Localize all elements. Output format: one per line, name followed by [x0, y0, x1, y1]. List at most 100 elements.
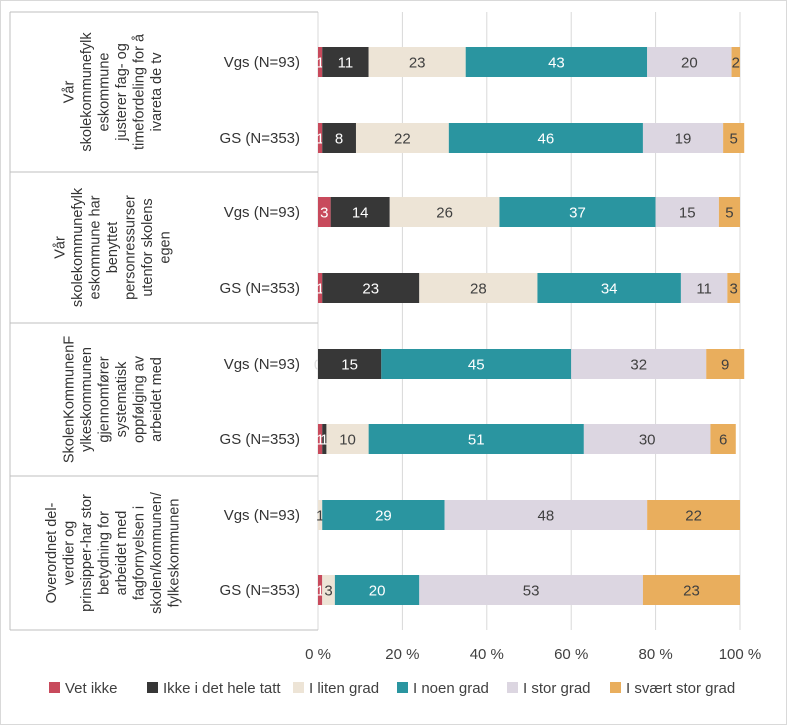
category-labels: Vår skolekommunefylk eskommune justerer fag…: [9, 11, 318, 631]
data-label: 22: [394, 131, 411, 148]
group-label-line: Overordnet del-: [44, 502, 60, 603]
legend-label: I svært stor grad: [626, 680, 735, 697]
bar-segment: [583, 424, 711, 454]
data-label: 11: [338, 55, 354, 72]
bar-segment: [642, 123, 724, 153]
data-label: 53: [523, 583, 540, 600]
bar-segment: [322, 47, 369, 77]
group-label-line: eskommune: [96, 53, 112, 132]
data-label: 23: [683, 583, 700, 600]
bar-segment: [322, 575, 335, 605]
group-label-line: benyttet: [105, 222, 121, 274]
data-label: 5: [729, 131, 737, 148]
data-label: 15: [341, 357, 358, 374]
bar-segment: [318, 424, 323, 454]
legend-swatch: [293, 682, 304, 693]
data-label: 1: [316, 131, 324, 148]
data-label: 46: [538, 131, 555, 148]
data-label: 29: [375, 508, 392, 525]
x-tick-label: 100 %: [719, 646, 762, 663]
data-label: 1: [316, 281, 324, 298]
legend-label: I liten grad: [309, 680, 379, 697]
bar-segment: [381, 349, 572, 379]
bar-segment: [419, 575, 643, 605]
bar-segment: [706, 349, 745, 379]
row-label: Vgs (N=93): [224, 204, 300, 221]
bar-segment: [647, 47, 732, 77]
legend-swatch: [147, 682, 158, 693]
legend-swatch: [507, 682, 518, 693]
data-label: 8: [335, 131, 343, 148]
group-label-line: skolekommunefylk: [79, 32, 95, 152]
bar-segment: [655, 197, 719, 227]
bar-segment: [322, 500, 445, 530]
group-label-line: Vår: [61, 81, 77, 104]
legend: Vet ikke Ikke i det hele tatt I liten grad…: [49, 680, 735, 697]
data-label: 48: [538, 508, 555, 525]
legend-label: I stor grad: [523, 680, 591, 697]
bar-segment: [318, 575, 323, 605]
group-label-line: eskommune har: [88, 195, 104, 299]
bars: 1112343202182246195314263715512328341130…: [314, 47, 745, 605]
group-label-line: fagfornyelsen i: [131, 506, 147, 600]
bar-segment: [419, 273, 538, 303]
group-label-line: verdier og: [61, 521, 77, 585]
group-label-line: fylkeskommunen: [166, 499, 182, 608]
row-label: GS (N=353): [220, 280, 300, 297]
bar-segment: [723, 123, 745, 153]
data-label: 3: [324, 583, 332, 600]
data-label: 20: [369, 583, 386, 600]
data-label: 3: [729, 281, 737, 298]
bar-segment: [318, 123, 323, 153]
bar-segment: [718, 197, 740, 227]
bar-segment: [368, 47, 466, 77]
group-label-line: prinsipper-har stor: [79, 494, 95, 612]
row-label: Vgs (N=93): [224, 507, 300, 524]
data-label: 14: [352, 205, 369, 222]
group-label-line: betydning for: [96, 511, 112, 595]
group-label-line: skolekommunefylk: [70, 187, 86, 307]
row-label: GS (N=353): [220, 431, 300, 448]
data-label: 15: [679, 205, 696, 222]
group-label-line: oppfølging av: [131, 355, 147, 443]
data-label: 11: [696, 281, 712, 298]
row-label: Vgs (N=93): [224, 356, 300, 373]
bar-segment: [322, 123, 356, 153]
bar-segment: [368, 424, 584, 454]
bar-segment: [322, 424, 327, 454]
data-label: 43: [548, 55, 565, 72]
bar-segment: [330, 197, 390, 227]
data-label: 23: [362, 281, 379, 298]
bar-segment: [389, 197, 500, 227]
data-label: 2: [732, 55, 740, 72]
group-label-line: Vår: [53, 236, 69, 259]
data-label: 20: [681, 55, 698, 72]
legend-label: Vet ikke: [65, 680, 118, 697]
data-label: 51: [468, 432, 485, 449]
data-label: 45: [468, 357, 485, 374]
bar-segment: [465, 47, 648, 77]
bar-segment: [318, 47, 323, 77]
group-label: Overordnet del-verdier og prinsipper-har …: [44, 491, 183, 614]
group-label-line: ivareta de tv: [149, 52, 165, 132]
group-label-line: egen: [158, 231, 174, 263]
data-label: 30: [639, 432, 656, 449]
bar-segment: [537, 273, 681, 303]
group-label: Vår skolekommunefylk eskommune har benyttet…: [53, 187, 174, 307]
data-label: 1: [316, 583, 324, 600]
data-label: 37: [569, 205, 586, 222]
x-tick-label: 40 %: [470, 646, 504, 663]
group-label-line: personressurser: [123, 195, 139, 300]
data-label: 6: [719, 432, 727, 449]
bar-segment: [318, 500, 323, 530]
bar-segment: [448, 123, 643, 153]
x-tick-label: 20 %: [385, 646, 419, 663]
row-label: GS (N=353): [220, 582, 300, 599]
data-label: 32: [630, 357, 647, 374]
group-label-line: utenfor skolens: [140, 198, 156, 296]
bar-segment: [710, 424, 736, 454]
bar-segment: [727, 273, 740, 303]
data-label: 10: [339, 432, 356, 449]
group-label-line: gjennomfører: [96, 356, 112, 442]
